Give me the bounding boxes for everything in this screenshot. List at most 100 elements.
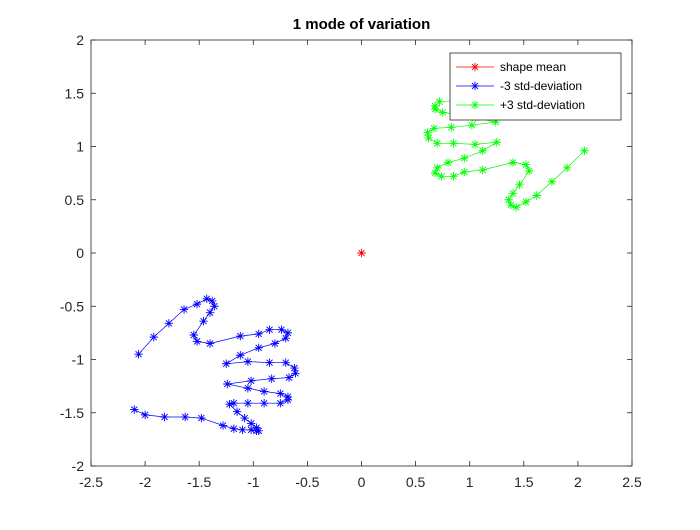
data-point-2-13	[478, 165, 487, 175]
data-point-2-36	[430, 101, 440, 111]
x-tick-label: 0.5	[406, 474, 426, 490]
data-point-1-51	[218, 421, 228, 430]
x-tick-label: -1	[247, 474, 260, 490]
legend-box	[449, 52, 622, 121]
data-point-2-7	[504, 195, 513, 204]
data-point-1-28	[284, 373, 294, 382]
data-point-1-53	[180, 412, 190, 422]
data-point-1-37	[276, 398, 285, 408]
y-tick-label: 1.5	[65, 85, 85, 101]
data-point-2-16	[437, 172, 446, 181]
data-point-1-16	[277, 325, 286, 334]
data-point-2-23	[470, 140, 480, 149]
data-point-1-41	[225, 400, 234, 409]
y-tick-label: 0.5	[65, 192, 85, 208]
data-point-2-10	[525, 166, 534, 176]
data-point-1-12	[205, 339, 215, 348]
data-point-1-4	[192, 299, 202, 309]
data-point-2-18	[433, 163, 442, 172]
data-point-1-19	[270, 339, 280, 348]
data-point-1-30	[246, 376, 256, 385]
data-point-1-0	[134, 349, 143, 359]
data-point-1-17	[283, 328, 293, 338]
x-tick-label: 2	[574, 474, 582, 490]
data-point-1-55	[140, 410, 150, 420]
data-point-2-27	[423, 128, 432, 137]
data-point-2-8	[508, 189, 518, 198]
data-point-1-10	[189, 330, 198, 340]
data-point-2-26	[424, 133, 433, 143]
legend-label-1: -3 std-deviation	[500, 79, 582, 93]
data-point-1-2	[164, 319, 174, 328]
data-point-1-22	[222, 359, 231, 368]
data-point-1-56	[130, 405, 139, 414]
x-tick-label: -1.5	[187, 474, 211, 490]
data-point-2-24	[449, 139, 458, 148]
data-point-2-17	[430, 168, 440, 178]
x-tick-label: -2.5	[79, 474, 103, 490]
data-point-2-21	[478, 146, 487, 155]
data-point-1-34	[276, 389, 285, 398]
data-point-2-12	[508, 158, 518, 167]
data-point-2-11	[521, 160, 531, 169]
data-point-2-37	[435, 97, 444, 106]
data-point-2-31	[491, 117, 500, 127]
y-tick-label: 2	[76, 32, 84, 48]
data-point-1-49	[238, 425, 247, 434]
data-point-2-34	[438, 108, 447, 117]
data-point-1-33	[259, 387, 269, 396]
data-point-1-29	[267, 374, 276, 383]
x-tick-label: -0.5	[295, 474, 319, 490]
y-tick-label: 0	[76, 245, 84, 261]
data-point-1-54	[160, 412, 169, 422]
data-point-1-7	[210, 302, 219, 311]
y-tick-label: -2	[72, 458, 85, 474]
data-point-1-50	[229, 424, 239, 433]
data-point-2-9	[515, 180, 524, 190]
data-point-1-48	[246, 425, 256, 434]
data-point-1-44	[246, 419, 256, 428]
data-point-1-40	[229, 398, 239, 408]
data-point-2-29	[447, 123, 456, 132]
data-point-1-52	[197, 413, 206, 423]
data-point-1-15	[265, 325, 274, 334]
y-tick-label: 1	[76, 139, 84, 155]
data-point-2-28	[429, 124, 439, 133]
legend: shape mean -3 std-deviation +3 std-deviati…	[449, 52, 622, 121]
data-point-1-47	[252, 426, 261, 436]
data-point-1-5	[202, 294, 211, 303]
axes-layer: -2.5 -2 -1.5 -1 -0.5 0 0.5 1 1.5 2 2.5-2-1.5-1-0.5…	[60, 32, 642, 490]
x-tick-label: 1.5	[514, 474, 534, 490]
data-point-2-5	[512, 203, 521, 212]
data-point-2-6	[506, 200, 516, 210]
data-point-1-18	[281, 334, 290, 343]
legend-marker-1	[470, 81, 480, 91]
x-tick-label: -2	[139, 474, 152, 490]
data-point-0-0	[357, 248, 366, 258]
y-tick-label: -1.5	[60, 405, 84, 421]
legend-label-2: +3 std-deviation	[500, 98, 585, 112]
data-point-2-15	[449, 172, 458, 181]
data-point-2-19	[443, 158, 453, 167]
data-point-2-20	[460, 154, 469, 163]
data-point-1-32	[243, 384, 253, 393]
x-tick-label: 1	[466, 474, 474, 490]
data-point-1-36	[283, 395, 293, 405]
data-point-1-42	[232, 407, 242, 416]
x-tick-label: 0	[358, 474, 366, 490]
data-point-2-2	[547, 177, 557, 186]
data-point-1-38	[259, 398, 269, 408]
y-tick-label: -0.5	[60, 298, 84, 314]
data-point-1-11	[192, 337, 202, 346]
data-point-1-9	[199, 316, 208, 326]
data-point-1-3	[179, 305, 189, 314]
chart-title: 1 mode of variation	[293, 16, 431, 33]
series-0	[357, 248, 366, 258]
data-point-1-8	[205, 308, 215, 317]
data-point-2-22	[492, 138, 501, 147]
data-point-1-31	[223, 379, 232, 389]
legend-label-0: shape mean	[500, 60, 566, 74]
data-point-2-14	[460, 167, 469, 177]
